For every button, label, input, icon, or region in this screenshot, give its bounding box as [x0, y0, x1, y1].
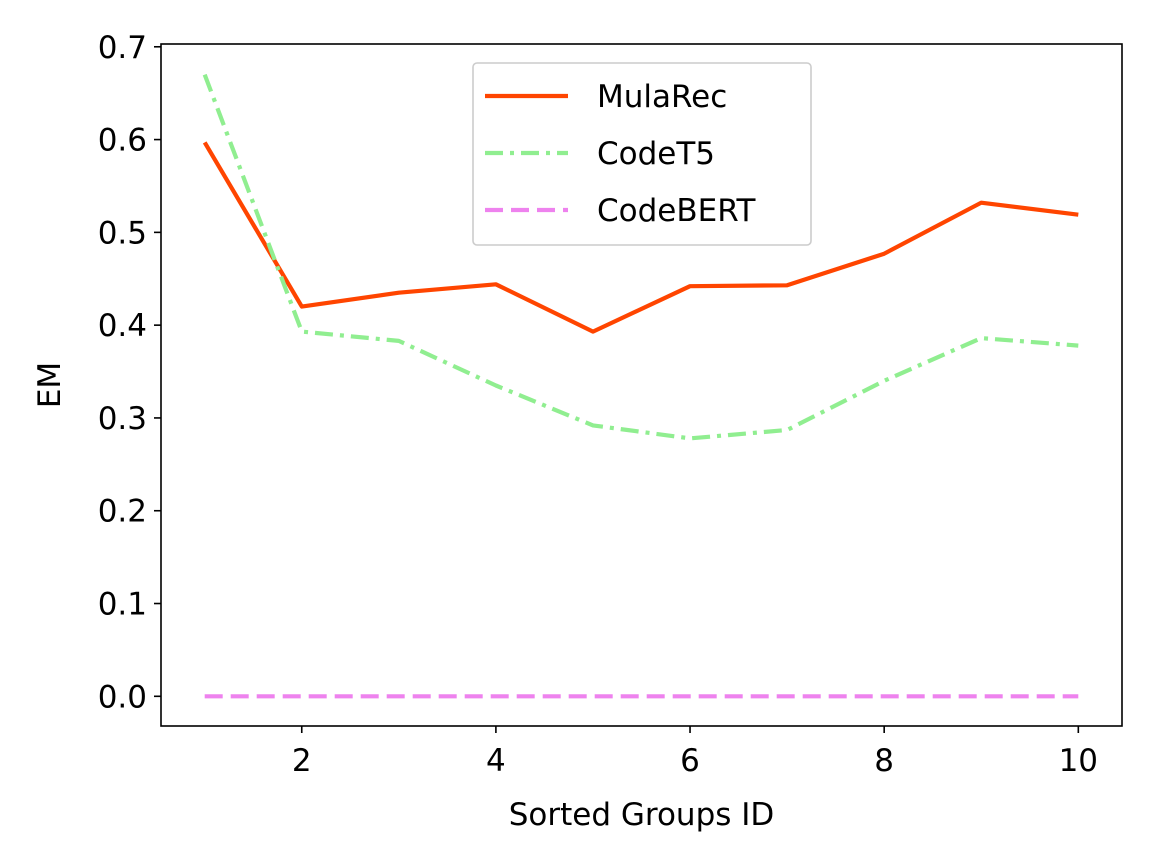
legend-label-codet5: CodeT5 — [597, 136, 715, 172]
x-tick-label: 6 — [680, 743, 700, 779]
y-tick-label: 0.1 — [98, 587, 147, 623]
legend-box — [472, 62, 812, 246]
y-tick-label: 0.2 — [98, 494, 147, 530]
x-tick-label: 10 — [1059, 743, 1098, 779]
x-axis-label: Sorted Groups ID — [509, 797, 775, 833]
x-tick-label: 8 — [874, 743, 894, 779]
y-tick-label: 0.0 — [98, 679, 147, 715]
plot-frame — [160, 43, 1123, 727]
y-tick-label: 0.4 — [98, 308, 147, 344]
x-tick-label: 2 — [292, 743, 312, 779]
series-line-mularec — [202, 141, 1079, 334]
y-axis-ticks: 0.0 0.1 0.2 0.3 0.4 0.5 0.6 0.7 — [98, 30, 161, 715]
legend-label-mularec: MulaRec — [597, 79, 727, 115]
y-tick-label: 0.7 — [98, 30, 147, 66]
x-tick-label: 4 — [486, 743, 506, 779]
legend: MulaRec CodeT5 CodeBERT — [472, 62, 812, 246]
y-axis-label: EM — [32, 362, 68, 408]
y-tick-label: 0.3 — [98, 401, 147, 437]
legend-label-codebert: CodeBERT — [597, 193, 757, 229]
y-tick-label: 0.5 — [98, 215, 147, 251]
y-tick-label: 0.6 — [98, 123, 147, 159]
series-layer — [202, 73, 1079, 699]
series-line-codet5 — [202, 73, 1079, 441]
x-axis-ticks: 2 4 6 8 10 — [292, 726, 1098, 779]
